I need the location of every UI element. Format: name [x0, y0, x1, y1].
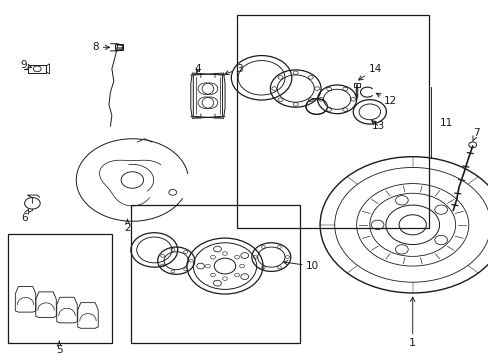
- Text: 2: 2: [124, 219, 130, 233]
- Text: 12: 12: [376, 93, 397, 106]
- Text: 11: 11: [439, 118, 452, 128]
- Text: 1: 1: [408, 297, 415, 348]
- Bar: [131, 205, 299, 343]
- Text: 3: 3: [224, 64, 243, 75]
- Bar: [353, 83, 359, 87]
- Text: 4: 4: [194, 64, 201, 74]
- Text: 9: 9: [21, 60, 32, 70]
- Text: 13: 13: [371, 121, 385, 131]
- Bar: [7, 234, 112, 343]
- Text: 6: 6: [21, 210, 28, 222]
- Text: 14: 14: [358, 64, 381, 80]
- Text: 7: 7: [472, 129, 478, 141]
- Bar: [236, 15, 428, 228]
- Text: 8: 8: [92, 42, 109, 52]
- Text: 10: 10: [283, 261, 319, 271]
- Bar: [28, 64, 46, 73]
- Text: 5: 5: [56, 341, 62, 355]
- Bar: [115, 44, 123, 50]
